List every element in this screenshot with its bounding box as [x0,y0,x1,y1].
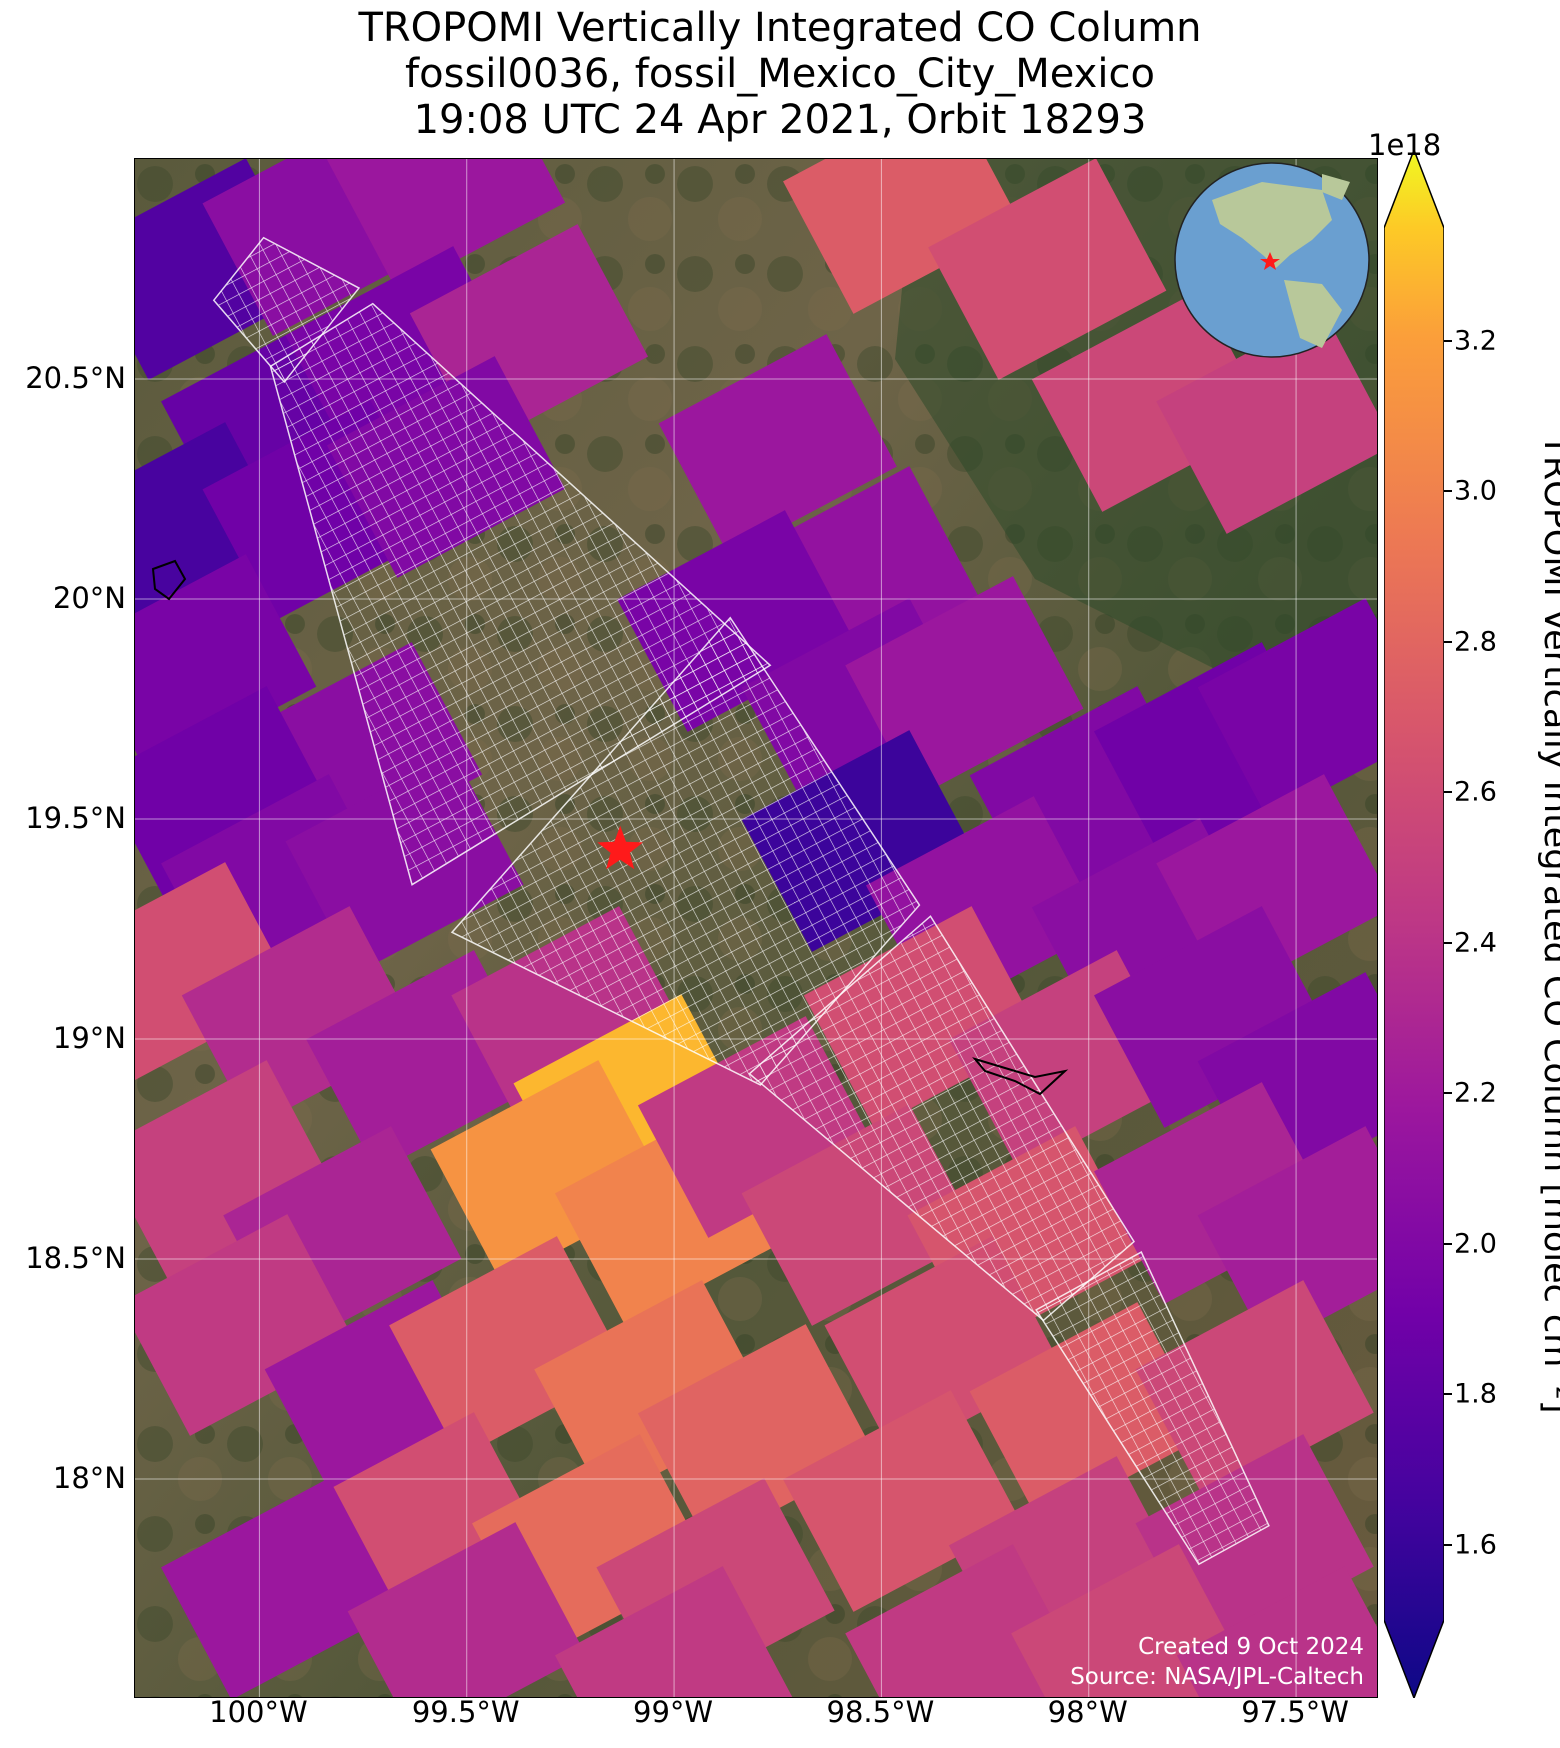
globe-marker-star-icon [1260,252,1280,270]
co-pixel [135,862,296,1084]
colorbar-tick-mark [1444,1242,1452,1245]
lon-tick-label: 99°W [633,1695,714,1729]
colorbar-tick-label: 3.2 [1454,325,1497,357]
colorbar-tick-mark [1444,1393,1452,1396]
co-pixel [845,1544,1084,1697]
colorbar-tick-mark [1444,490,1452,493]
title-line-3: 19:08 UTC 24 Apr 2021, Orbit 18293 [413,97,1147,143]
co-pixel [1011,1544,1250,1697]
co-pixel [1031,290,1271,512]
co-pixel [389,1236,628,1458]
co-pixel [637,1324,877,1546]
colorbar-tick-label: 2.8 [1454,626,1497,658]
city-boundary-outline [972,1057,1069,1096]
colorbar-tick-mark [1444,640,1452,643]
globe-icon [1174,162,1370,358]
co-pixel [1094,906,1333,1128]
co-pixel [928,159,1167,380]
lat-tick-label: 19°N [52,1021,126,1055]
colorbar [1384,150,1444,1698]
globe-greenland [1322,174,1350,200]
lon-tick-label: 97.5°W [1241,1695,1349,1729]
title-line-1: TROPOMI Vertically Integrated CO Column [358,5,1202,51]
gridlines-layer [135,159,1377,1697]
lat-tick-label: 19.5°N [25,801,126,835]
colorbar-tick-mark [1444,1092,1452,1095]
lat-tick-label: 18°N [52,1461,126,1495]
sampling-swath-segment [748,915,1135,1322]
colorbar-tick-label: 3.0 [1454,475,1497,507]
colorbar-exponent: 1e18 [1368,128,1442,162]
lon-tick-label: 98.5°W [826,1695,935,1729]
co-pixel [135,1060,338,1282]
source-credit: Source: NASA/JPL-Caltech [1070,1664,1364,1690]
co-pixel [534,1280,773,1502]
lat-tick-label: 20.5°N [25,361,126,395]
co-pixel [135,554,317,776]
co-pixel [783,1390,1022,1612]
lon-tick-label: 99.5°W [411,1695,520,1729]
lon-tick-label: 98°W [1047,1695,1128,1729]
colorbar-tick-mark [1444,339,1452,342]
sampling-swath-segment [212,236,361,384]
lon-tick-label: 100°W [209,1695,308,1729]
co-pixel [1156,312,1377,534]
co-pixel [1094,1082,1333,1304]
colorbar-bar [1384,150,1444,1698]
co-pixel [135,686,338,908]
co-pixel [161,1478,400,1697]
title-line-2: fossil0036, fossil_Mexico_City_Mexico [405,51,1155,97]
co-pixel [783,159,1022,314]
co-pixel [658,334,897,556]
co-pixel [824,1236,1063,1458]
sampling-swath-layer [212,236,1270,1566]
colorbar-label: TROPOMI Vertically Integrated CO Column … [1536,434,1560,1414]
colorbar-tick-label: 2.2 [1454,1077,1497,1109]
co-pixel [430,1060,669,1282]
colorbar-tick-mark [1444,1543,1452,1546]
co-pixel [1197,1126,1377,1348]
globe-north-america [1212,182,1332,268]
co-pixel [326,159,566,292]
co-pixel [1197,598,1377,820]
map-canvas [135,159,1377,1697]
globe-south-america [1284,280,1342,348]
colorbar-tick-label: 1.6 [1454,1529,1497,1561]
lat-tick-label: 20°N [52,581,126,615]
lat-tick-label: 18.5°N [25,1241,126,1275]
star-icon [597,825,643,870]
colorbar-tick-mark [1444,791,1452,794]
map-panel [134,158,1378,1698]
created-date: Created 9 Oct 2024 [1138,1634,1364,1660]
sampling-swath-segment [450,616,921,1086]
colorbar-tick-label: 2.0 [1454,1228,1497,1260]
lake-outline [151,559,187,601]
colorbar-tick-label: 1.8 [1454,1378,1497,1410]
co-pixel [181,906,420,1128]
co-pixel [135,1214,358,1436]
colorbar-tick-mark [1444,941,1452,944]
target-marker-layer [597,825,643,870]
colorbar-tick-label: 2.4 [1454,927,1497,959]
colorbar-tick-label: 2.6 [1454,776,1497,808]
